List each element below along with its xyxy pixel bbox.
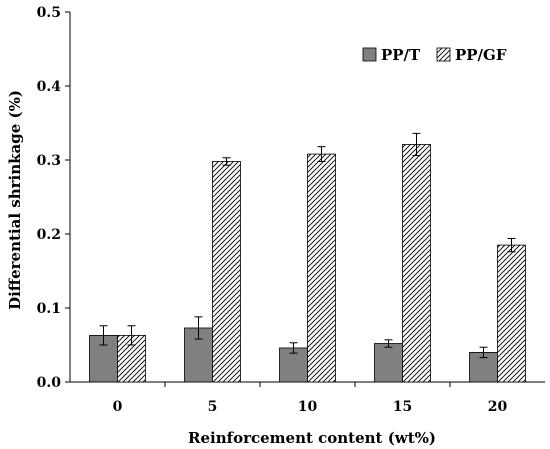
axes: [65, 11, 545, 387]
x-tick-label: 20: [488, 399, 508, 415]
legend: PP/T PP/GF: [362, 46, 507, 64]
legend-swatch-pp-t: [362, 47, 377, 62]
y-tick-label: 0.1: [37, 301, 61, 317]
x-tick-label: 10: [298, 399, 318, 415]
x-tick-label: 0: [113, 399, 123, 415]
y-tick-label: 0.4: [37, 79, 62, 95]
bar-pp-gf: [402, 144, 431, 383]
y-tick-label: 0.5: [37, 5, 61, 21]
bar-pp-gf: [212, 161, 241, 383]
legend-label-pp-t: PP/T: [381, 46, 421, 64]
bars: [89, 144, 526, 383]
x-axis-title: Reinforcement content (wt%): [188, 429, 436, 447]
y-tick-label: 0.2: [37, 227, 61, 243]
bar-pp-gf: [307, 153, 336, 383]
tick-labels: 0.0 0.1 0.2 0.3 0.4 0.5 0 5 10 15 20: [37, 5, 508, 415]
bar-pp-gf: [497, 244, 526, 383]
y-tick-label: 0.0: [37, 375, 62, 391]
legend-swatch-pp-gf: [436, 47, 451, 62]
x-tick-label: 15: [393, 399, 412, 415]
x-tick-label: 5: [208, 399, 218, 415]
legend-label-pp-gf: PP/GF: [455, 46, 507, 64]
error-bars: [99, 132, 516, 359]
y-tick-label: 0.3: [37, 153, 61, 169]
y-axis-title: Differential shrinkage (%): [6, 90, 24, 310]
bar-pp-t: [374, 343, 403, 383]
